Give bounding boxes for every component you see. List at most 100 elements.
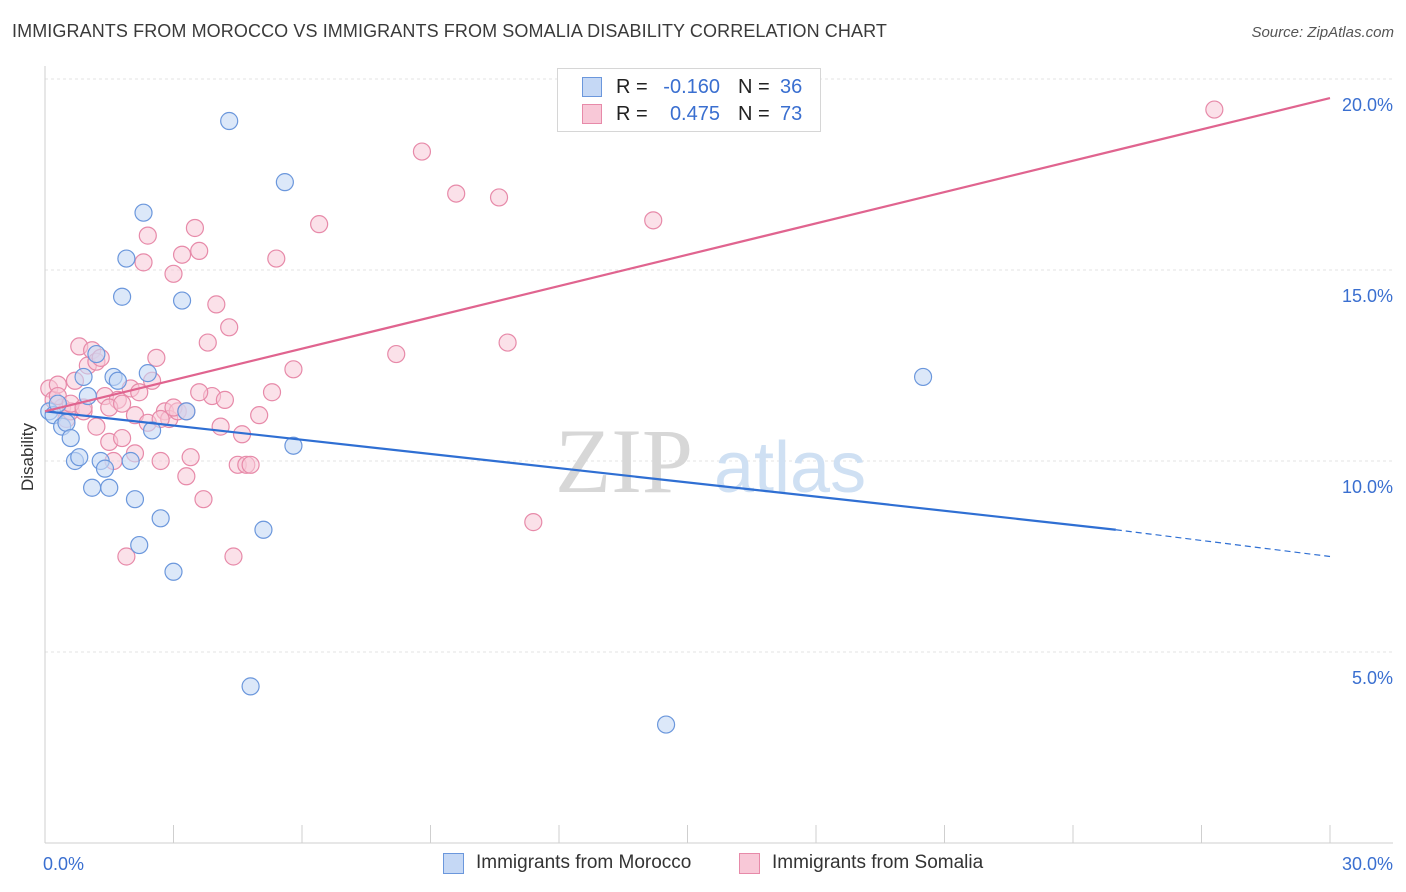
somalia-point-40 <box>211 417 230 436</box>
somalia-point-42 <box>220 318 239 337</box>
morocco-point-30 <box>241 677 260 696</box>
morocco-point-24 <box>142 421 162 440</box>
somalia-point-17 <box>112 428 132 448</box>
source-label: Source: ZipAtlas.com <box>1251 24 1394 41</box>
morocco-point-18 <box>117 249 136 268</box>
watermark-zip: ZIP <box>555 410 693 512</box>
morocco-point-23 <box>138 364 157 383</box>
series-legend: Immigrants from Morocco Immigrants from … <box>0 852 1406 876</box>
somalia-point-26 <box>151 451 170 471</box>
somalia-point-36 <box>194 490 213 509</box>
legend-r-value-somalia: 0.475 <box>669 102 720 125</box>
y-tick-label-1: 10.0% <box>1342 477 1393 497</box>
somalia-point-55 <box>447 184 466 203</box>
series-legend-swatch-somalia <box>739 852 760 874</box>
axes <box>44 66 1393 844</box>
somalia-point-52 <box>310 215 329 234</box>
somalia-point-54 <box>412 142 432 161</box>
tick-labels: 5.0% 10.0% 15.0% 20.0% 0.0% 30.0% <box>43 95 1393 874</box>
morocco-trend-line-extension <box>1115 529 1331 558</box>
watermark: ZIP atlas <box>555 410 866 512</box>
x-tick-label-1: 30.0% <box>1342 854 1393 874</box>
morocco-point-7 <box>70 448 89 467</box>
series-legend-morocco: Immigrants from Morocco <box>443 852 691 874</box>
somalia-point-48 <box>250 406 269 425</box>
morocco-point-31 <box>254 520 273 539</box>
morocco-point-11 <box>87 344 106 364</box>
somalia-point-51 <box>284 360 303 379</box>
legend-swatch-somalia <box>582 104 602 124</box>
morocco-point-16 <box>108 371 127 390</box>
morocco-point-22 <box>134 203 153 222</box>
morocco-point-32 <box>275 173 294 192</box>
watermark-atlas: atlas <box>714 428 866 508</box>
morocco-point-34 <box>656 715 676 734</box>
y-tick-label-3: 20.0% <box>1342 95 1393 115</box>
morocco-point-19 <box>121 451 140 471</box>
somalia-point-60 <box>1205 100 1224 119</box>
morocco-points <box>40 111 933 734</box>
morocco-point-8 <box>74 367 93 387</box>
morocco-point-25 <box>151 509 170 528</box>
somalia-point-64 <box>87 417 106 436</box>
x-tick-label-0: 0.0% <box>43 854 84 874</box>
somalia-point-39 <box>207 295 226 314</box>
somalia-point-31 <box>172 245 192 264</box>
morocco-point-21 <box>130 535 149 555</box>
morocco-point-28 <box>177 402 196 421</box>
y-axis-label: Disability <box>18 422 37 491</box>
somalia-point-56 <box>489 188 509 207</box>
somalia-trend-line <box>44 97 1331 413</box>
morocco-point-14 <box>100 478 119 497</box>
morocco-point-27 <box>172 291 192 310</box>
morocco-point-10 <box>83 478 102 497</box>
somalia-point-53 <box>387 344 406 364</box>
legend-swatch-morocco <box>582 77 602 97</box>
morocco-trend-line <box>44 410 1116 531</box>
stats-legend: R = -0.160 N = 36 R = 0.475 N = 73 <box>557 68 821 132</box>
somalia-point-41 <box>215 390 234 409</box>
somalia-point-29 <box>164 264 183 283</box>
somalia-point-72 <box>190 383 209 402</box>
somalia-point-50 <box>267 249 286 268</box>
somalia-point-25 <box>147 348 166 367</box>
somalia-point-35 <box>190 241 209 260</box>
somalia-point-18 <box>117 547 136 566</box>
legend-n-label: N = <box>738 75 770 98</box>
somalia-point-43 <box>224 547 243 566</box>
morocco-point-4 <box>57 413 76 432</box>
morocco-point-5 <box>61 428 80 448</box>
somalia-point-59 <box>644 211 663 230</box>
series-legend-label-somalia: Immigrants from Somalia <box>772 852 984 873</box>
series-legend-swatch-morocco <box>443 852 464 874</box>
legend-n-value-morocco: 36 <box>780 75 803 98</box>
gridlines <box>45 78 1393 653</box>
morocco-point-13 <box>95 459 115 478</box>
y-tick-label-0: 5.0% <box>1352 668 1393 688</box>
somalia-point-66 <box>112 394 132 413</box>
legend-n-value-somalia: 73 <box>780 102 803 125</box>
legend-r-value-morocco: -0.160 <box>663 75 720 98</box>
somalia-point-34 <box>185 218 205 238</box>
legend-row-somalia: R = 0.475 N = 73 <box>582 102 802 126</box>
somalia-point-22 <box>134 253 153 272</box>
somalia-point-49 <box>262 383 282 402</box>
series-legend-somalia: Immigrants from Somalia <box>739 852 983 874</box>
legend-r-label: R = <box>616 75 648 98</box>
morocco-point-17 <box>112 287 132 306</box>
series-legend-label-morocco: Immigrants from Morocco <box>476 852 692 873</box>
somalia-points <box>40 100 1224 566</box>
morocco-point-33 <box>284 436 303 455</box>
legend-row-morocco: R = -0.160 N = 36 <box>582 75 802 99</box>
chart-title: IMMIGRANTS FROM MOROCCO VS IMMIGRANTS FR… <box>12 21 887 41</box>
legend-n-label: N = <box>738 102 770 125</box>
y-tick-label-2: 15.0% <box>1342 286 1393 306</box>
somalia-point-57 <box>498 333 517 352</box>
morocco-point-35 <box>913 367 933 387</box>
legend-r-label: R = <box>616 102 648 125</box>
morocco-point-26 <box>164 562 183 581</box>
somalia-point-33 <box>181 448 200 467</box>
somalia-point-37 <box>198 333 217 352</box>
somalia-point-58 <box>524 513 543 532</box>
